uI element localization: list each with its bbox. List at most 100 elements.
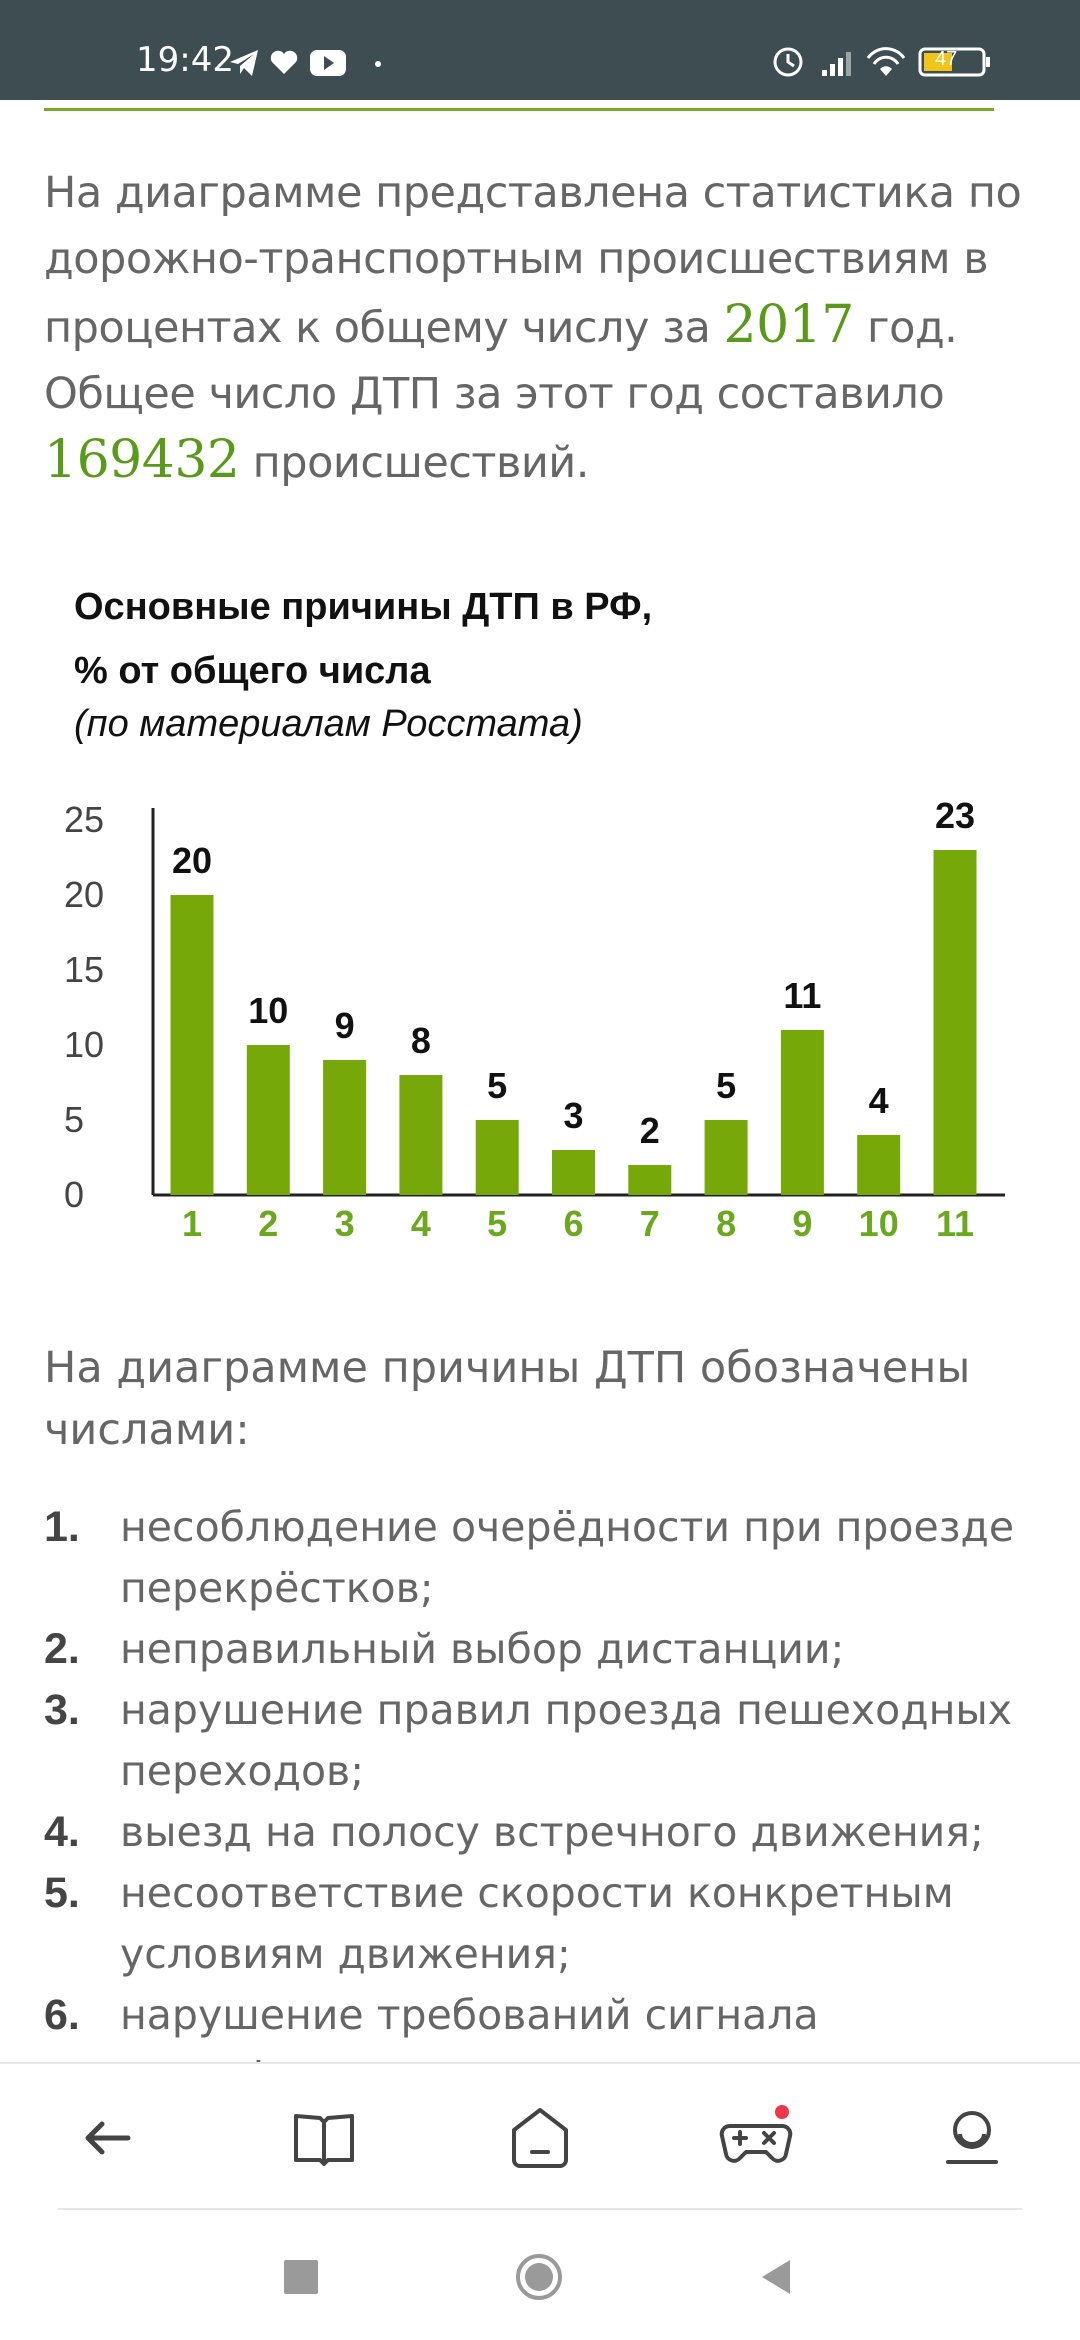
bar-value-label: 20	[172, 840, 212, 881]
home-button[interactable]	[500, 2098, 580, 2178]
telegram-icon	[230, 50, 258, 76]
bar-value-label: 9	[335, 1005, 355, 1046]
circle-icon	[516, 2254, 562, 2300]
wifi-icon	[866, 47, 906, 76]
list-item-number: 5.	[44, 1869, 80, 1917]
intro-text-2: год. Общее число ДТП за этот год состави…	[44, 303, 958, 419]
chart-title-line2: % от общего числа	[74, 650, 431, 692]
x-tick-label: 2	[258, 1203, 278, 1244]
bar-value-label: 2	[640, 1110, 660, 1151]
x-tick-label: 5	[487, 1203, 507, 1244]
bar	[780, 1030, 824, 1195]
x-tick-label: 9	[792, 1203, 812, 1244]
y-tick-label: 0	[64, 1174, 84, 1215]
list-item: 1. несоблюдение очерёдности при проезде п…	[44, 1497, 1044, 1619]
list-item: 2. неправильный выбор дистанции;	[44, 1619, 1044, 1680]
bar	[323, 1060, 367, 1195]
bar-value-label: 3	[563, 1095, 583, 1136]
chart-title: Основные причины ДТП в РФ, % от общего ч…	[74, 575, 652, 703]
bar	[704, 1120, 748, 1195]
intro-paragraph: На диаграмме представлена статистика по …	[44, 160, 1034, 496]
list-item-number: 4.	[44, 1808, 80, 1856]
bar-chart: 0 5 10 15 20 25 20 1 10 2 9 3 8 4 5 5 3 6 2 7 5 8 11 9 4 10 23 11	[64, 795, 1005, 1244]
list-item-number: 1.	[44, 1503, 80, 1551]
chart-subtitle: (по материалам Росстата)	[74, 703, 583, 745]
y-tick-label: 20	[64, 874, 104, 915]
x-tick-label: 11	[936, 1203, 974, 1244]
bar-value-label: 5	[716, 1065, 736, 1106]
bar-value-label: 10	[248, 990, 288, 1031]
system-back-button[interactable]	[752, 2252, 802, 2302]
bar	[552, 1150, 595, 1195]
bottom-navigation	[0, 2062, 1080, 2214]
y-tick-label: 15	[64, 949, 104, 990]
x-tick-label: 4	[411, 1203, 431, 1244]
alarm-icon	[773, 47, 803, 77]
status-time: 19:42	[136, 40, 234, 80]
list-item: 4. выезд на полосу встречного движения;	[44, 1802, 1044, 1863]
intro-text-1: На диаграмме представлена статистика по …	[44, 168, 1022, 353]
home-icon	[512, 2108, 568, 2168]
signal-icon	[822, 52, 851, 76]
system-status-icons: 47	[770, 40, 1020, 89]
list-item: 5. несоответствие скорости конкретным усл…	[44, 1863, 1044, 1985]
list-item-text: несоблюдение очерёдности при проезде пер…	[120, 1503, 1015, 1612]
battery-icon	[918, 47, 990, 77]
list-item-number: 2.	[44, 1625, 80, 1673]
nav-separator	[58, 2208, 1022, 2210]
bar	[628, 1165, 672, 1195]
bar-value-label: 23	[935, 795, 975, 836]
list-item-number: 3.	[44, 1686, 80, 1734]
recent-apps-button[interactable]	[276, 2252, 326, 2302]
dot-icon	[375, 61, 381, 67]
library-button[interactable]	[284, 2098, 364, 2178]
list-item-text: нарушение правил проезда пешеходных пере…	[120, 1686, 1013, 1795]
list-item-text: несоответствие скорости конкретным услов…	[120, 1869, 954, 1978]
bar	[399, 1075, 443, 1195]
legend-intro: На диаграмме причины ДТП обозначены числ…	[44, 1343, 971, 1455]
bar	[170, 895, 214, 1195]
list-item-number: 6.	[44, 1991, 80, 2039]
youtube-icon	[310, 50, 346, 76]
intro-year: 2017	[723, 295, 855, 355]
bar	[246, 1045, 290, 1195]
bar-value-label: 4	[869, 1080, 889, 1121]
reasons-list: 1. несоблюдение очерёдности при проезде п…	[44, 1497, 1044, 2062]
book-icon	[294, 2114, 354, 2166]
intro-text-3: происшествий.	[239, 438, 590, 488]
notification-dot	[775, 2105, 789, 2119]
bar	[857, 1135, 901, 1195]
bar	[475, 1120, 519, 1195]
chart-title-line1: Основные причины ДТП в РФ,	[74, 586, 653, 628]
y-tick-label: 5	[64, 1099, 84, 1140]
x-tick-label: 3	[335, 1203, 355, 1244]
back-arrow-icon	[85, 2121, 131, 2155]
battery-level: 47	[935, 48, 958, 70]
status-bar: 19:42	[0, 0, 1080, 100]
profile-icon	[946, 2111, 998, 2164]
triangle-back-icon	[762, 2260, 790, 2294]
bar-value-label: 11	[783, 975, 821, 1016]
list-item-text: выезд на полосу встречного движения;	[120, 1808, 984, 1856]
intro-total: 169432	[44, 430, 240, 490]
system-home-button[interactable]	[514, 2252, 564, 2302]
square-icon	[284, 2260, 318, 2294]
back-button[interactable]	[68, 2098, 148, 2178]
games-button[interactable]	[716, 2098, 796, 2178]
bar-value-label: 5	[487, 1065, 507, 1106]
profile-button[interactable]	[932, 2098, 1012, 2178]
bar	[933, 850, 977, 1195]
system-navigation-bar	[0, 2212, 1080, 2340]
y-tick-label: 25	[64, 799, 104, 840]
list-item: 6. нарушение требований сигнала светофора…	[44, 1985, 1044, 2062]
y-tick-label: 10	[64, 1024, 104, 1065]
notification-icons	[228, 44, 388, 89]
x-tick-label: 1	[182, 1203, 202, 1244]
heart-icon	[270, 50, 298, 74]
bar-value-label: 8	[411, 1020, 431, 1061]
x-tick-label: 10	[859, 1203, 899, 1244]
divider	[44, 108, 994, 111]
list-item-text: нарушение требований сигнала светофора;	[120, 1991, 819, 2062]
list-item: 3. нарушение правил проезда пешеходных пе…	[44, 1680, 1044, 1802]
x-tick-label: 6	[563, 1203, 583, 1244]
